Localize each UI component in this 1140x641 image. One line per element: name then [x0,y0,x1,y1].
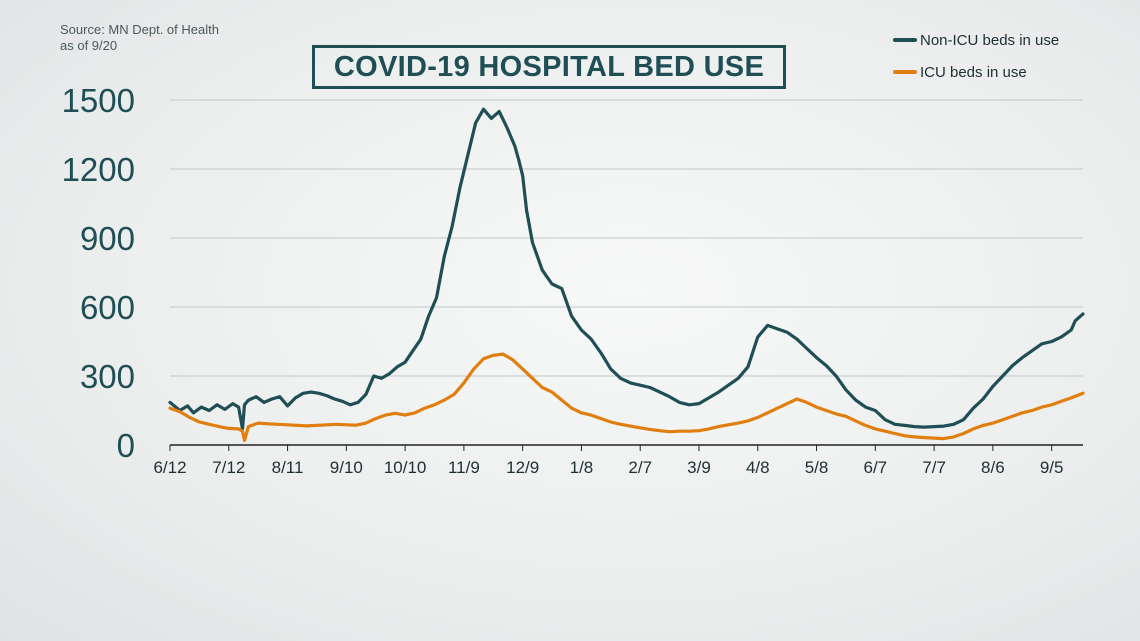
x-tick-label: 9/10 [330,458,363,477]
x-tick-label: 4/8 [746,458,770,477]
y-tick-label: 1200 [62,151,135,188]
legend-swatch-non-icu [893,38,917,42]
x-tick-label: 9/5 [1040,458,1064,477]
y-axis-ticks: 1500 1200 900 600 300 0 [62,82,135,464]
y-tick-label: 300 [80,358,135,395]
legend: Non-ICU beds in use ICU beds in use [893,30,1059,94]
x-axis-ticks: 6/12 7/12 8/11 9/10 10/10 11/9 12/9 1/8 2/7 3/9 4/… [153,445,1063,477]
x-tick-label: 3/9 [687,458,711,477]
y-tick-label: 0 [117,427,135,464]
x-tick-label: 11/9 [448,458,480,477]
x-tick-label: 8/11 [272,458,304,477]
x-tick-label: 12/9 [506,458,539,477]
source-line: Source: MN Dept. of Health [60,22,219,37]
series-lines [168,107,1085,442]
x-tick-label: 5/8 [805,458,829,477]
x-tick-label: 1/8 [570,458,594,477]
source-note: Source: MN Dept. of Health as of 9/20 [60,22,219,54]
legend-item-icu: ICU beds in use [893,62,1059,82]
x-tick-label: 6/7 [864,458,888,477]
source-date: as of 9/20 [60,38,118,53]
grid-lines [170,99,1083,377]
y-tick-label: 1500 [62,82,135,119]
x-tick-label: 7/12 [212,458,245,477]
x-tick-label: 6/12 [153,458,186,477]
legend-label-non-icu: Non-ICU beds in use [920,31,1060,49]
x-tick-label: 7/7 [922,458,946,477]
series-line-icu [168,352,1085,442]
legend-swatch-icu [893,70,917,74]
x-tick-label: 10/10 [384,458,427,477]
x-tick-label: 8/6 [981,458,1005,477]
x-tick-label: 2/7 [628,458,652,477]
legend-item-non-icu: Non-ICU beds in use [893,30,1059,50]
legend-label-icu: ICU beds in use [920,63,1027,81]
series-line-non-icu [168,107,1085,431]
y-tick-label: 900 [80,220,135,257]
chart-title: COVID-19 HOSPITAL BED USE [312,45,786,89]
y-tick-label: 600 [80,289,135,326]
